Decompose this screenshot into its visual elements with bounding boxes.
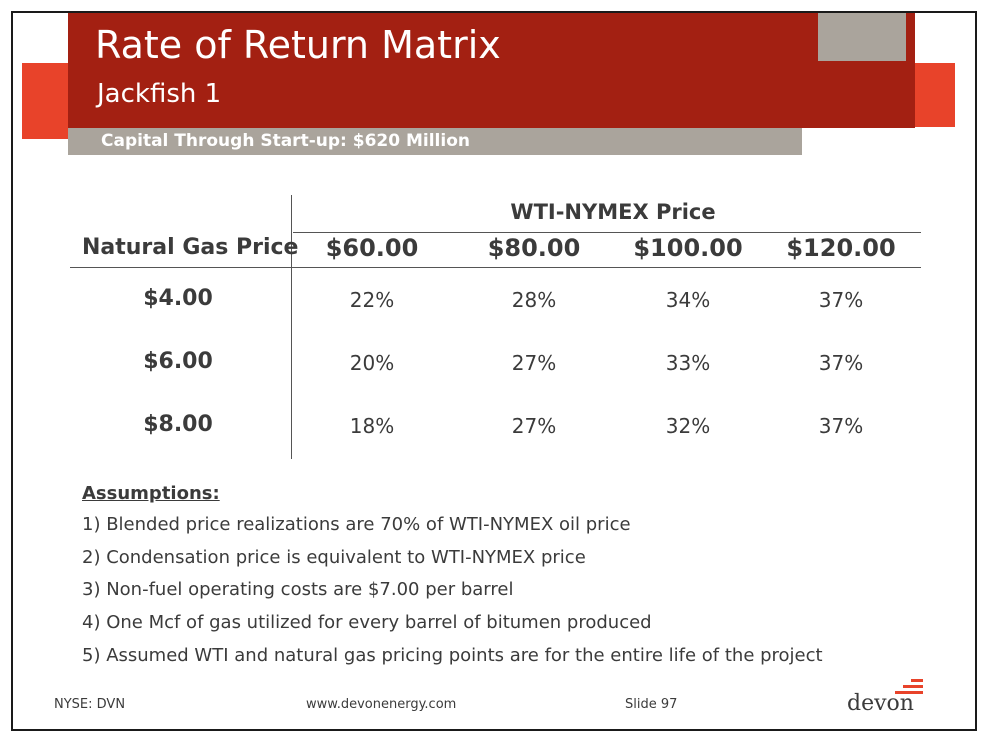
wti-price-group-header: WTI-NYMEX Price — [510, 200, 716, 224]
column-header: $80.00 — [487, 234, 581, 262]
natural-gas-price-header: Natural Gas Price — [82, 235, 299, 260]
table-cell: 20% — [349, 351, 395, 375]
table-cell: 37% — [818, 414, 864, 438]
row-label: $8.00 — [143, 412, 213, 437]
table-cell: 27% — [511, 414, 557, 438]
devon-logo: devon — [847, 679, 931, 719]
assumption-item: 1) Blended price realizations are 70% of… — [82, 514, 631, 535]
assumption-item: 3) Non-fuel operating costs are $7.00 pe… — [82, 579, 514, 600]
capital-banner: Capital Through Start-up: $620 Million — [68, 128, 802, 155]
logo-stripe — [895, 691, 923, 694]
table-cell: 34% — [665, 288, 711, 312]
footer-slide-number: Slide 97 — [625, 697, 678, 712]
table-cell: 33% — [665, 351, 711, 375]
table-cell: 32% — [665, 414, 711, 438]
column-header: $60.00 — [325, 234, 419, 262]
logo-stripe — [903, 685, 923, 688]
slide: Rate of Return Matrix Jackfish 1 Capital… — [11, 11, 977, 731]
table-cell: 37% — [818, 351, 864, 375]
assumption-item: 2) Condensation price is equivalent to W… — [82, 547, 586, 568]
table-group-divider — [293, 232, 921, 233]
table-cell: 28% — [511, 288, 557, 312]
table-vertical-divider — [291, 195, 292, 459]
table-header-divider — [70, 267, 921, 268]
column-header: $120.00 — [786, 234, 896, 262]
table-cell: 27% — [511, 351, 557, 375]
assumption-item: 4) One Mcf of gas utilized for every bar… — [82, 612, 652, 633]
logo-wordmark: devon — [847, 691, 914, 716]
row-label: $4.00 — [143, 286, 213, 311]
footer-ticker: NYSE: DVN — [54, 697, 126, 712]
slide-title: Rate of Return Matrix — [95, 23, 501, 67]
accent-gray-square — [818, 13, 906, 61]
slide-subtitle: Jackfish 1 — [97, 79, 222, 109]
table-cell: 37% — [818, 288, 864, 312]
assumption-item: 5) Assumed WTI and natural gas pricing p… — [82, 645, 823, 666]
table-cell: 22% — [349, 288, 395, 312]
logo-stripe — [911, 679, 923, 682]
footer-website: www.devonenergy.com — [306, 697, 457, 712]
table-cell: 18% — [349, 414, 395, 438]
header-band — [68, 13, 915, 128]
assumptions-heading: Assumptions: — [82, 483, 220, 504]
column-header: $100.00 — [633, 234, 743, 262]
row-label: $6.00 — [143, 349, 213, 374]
